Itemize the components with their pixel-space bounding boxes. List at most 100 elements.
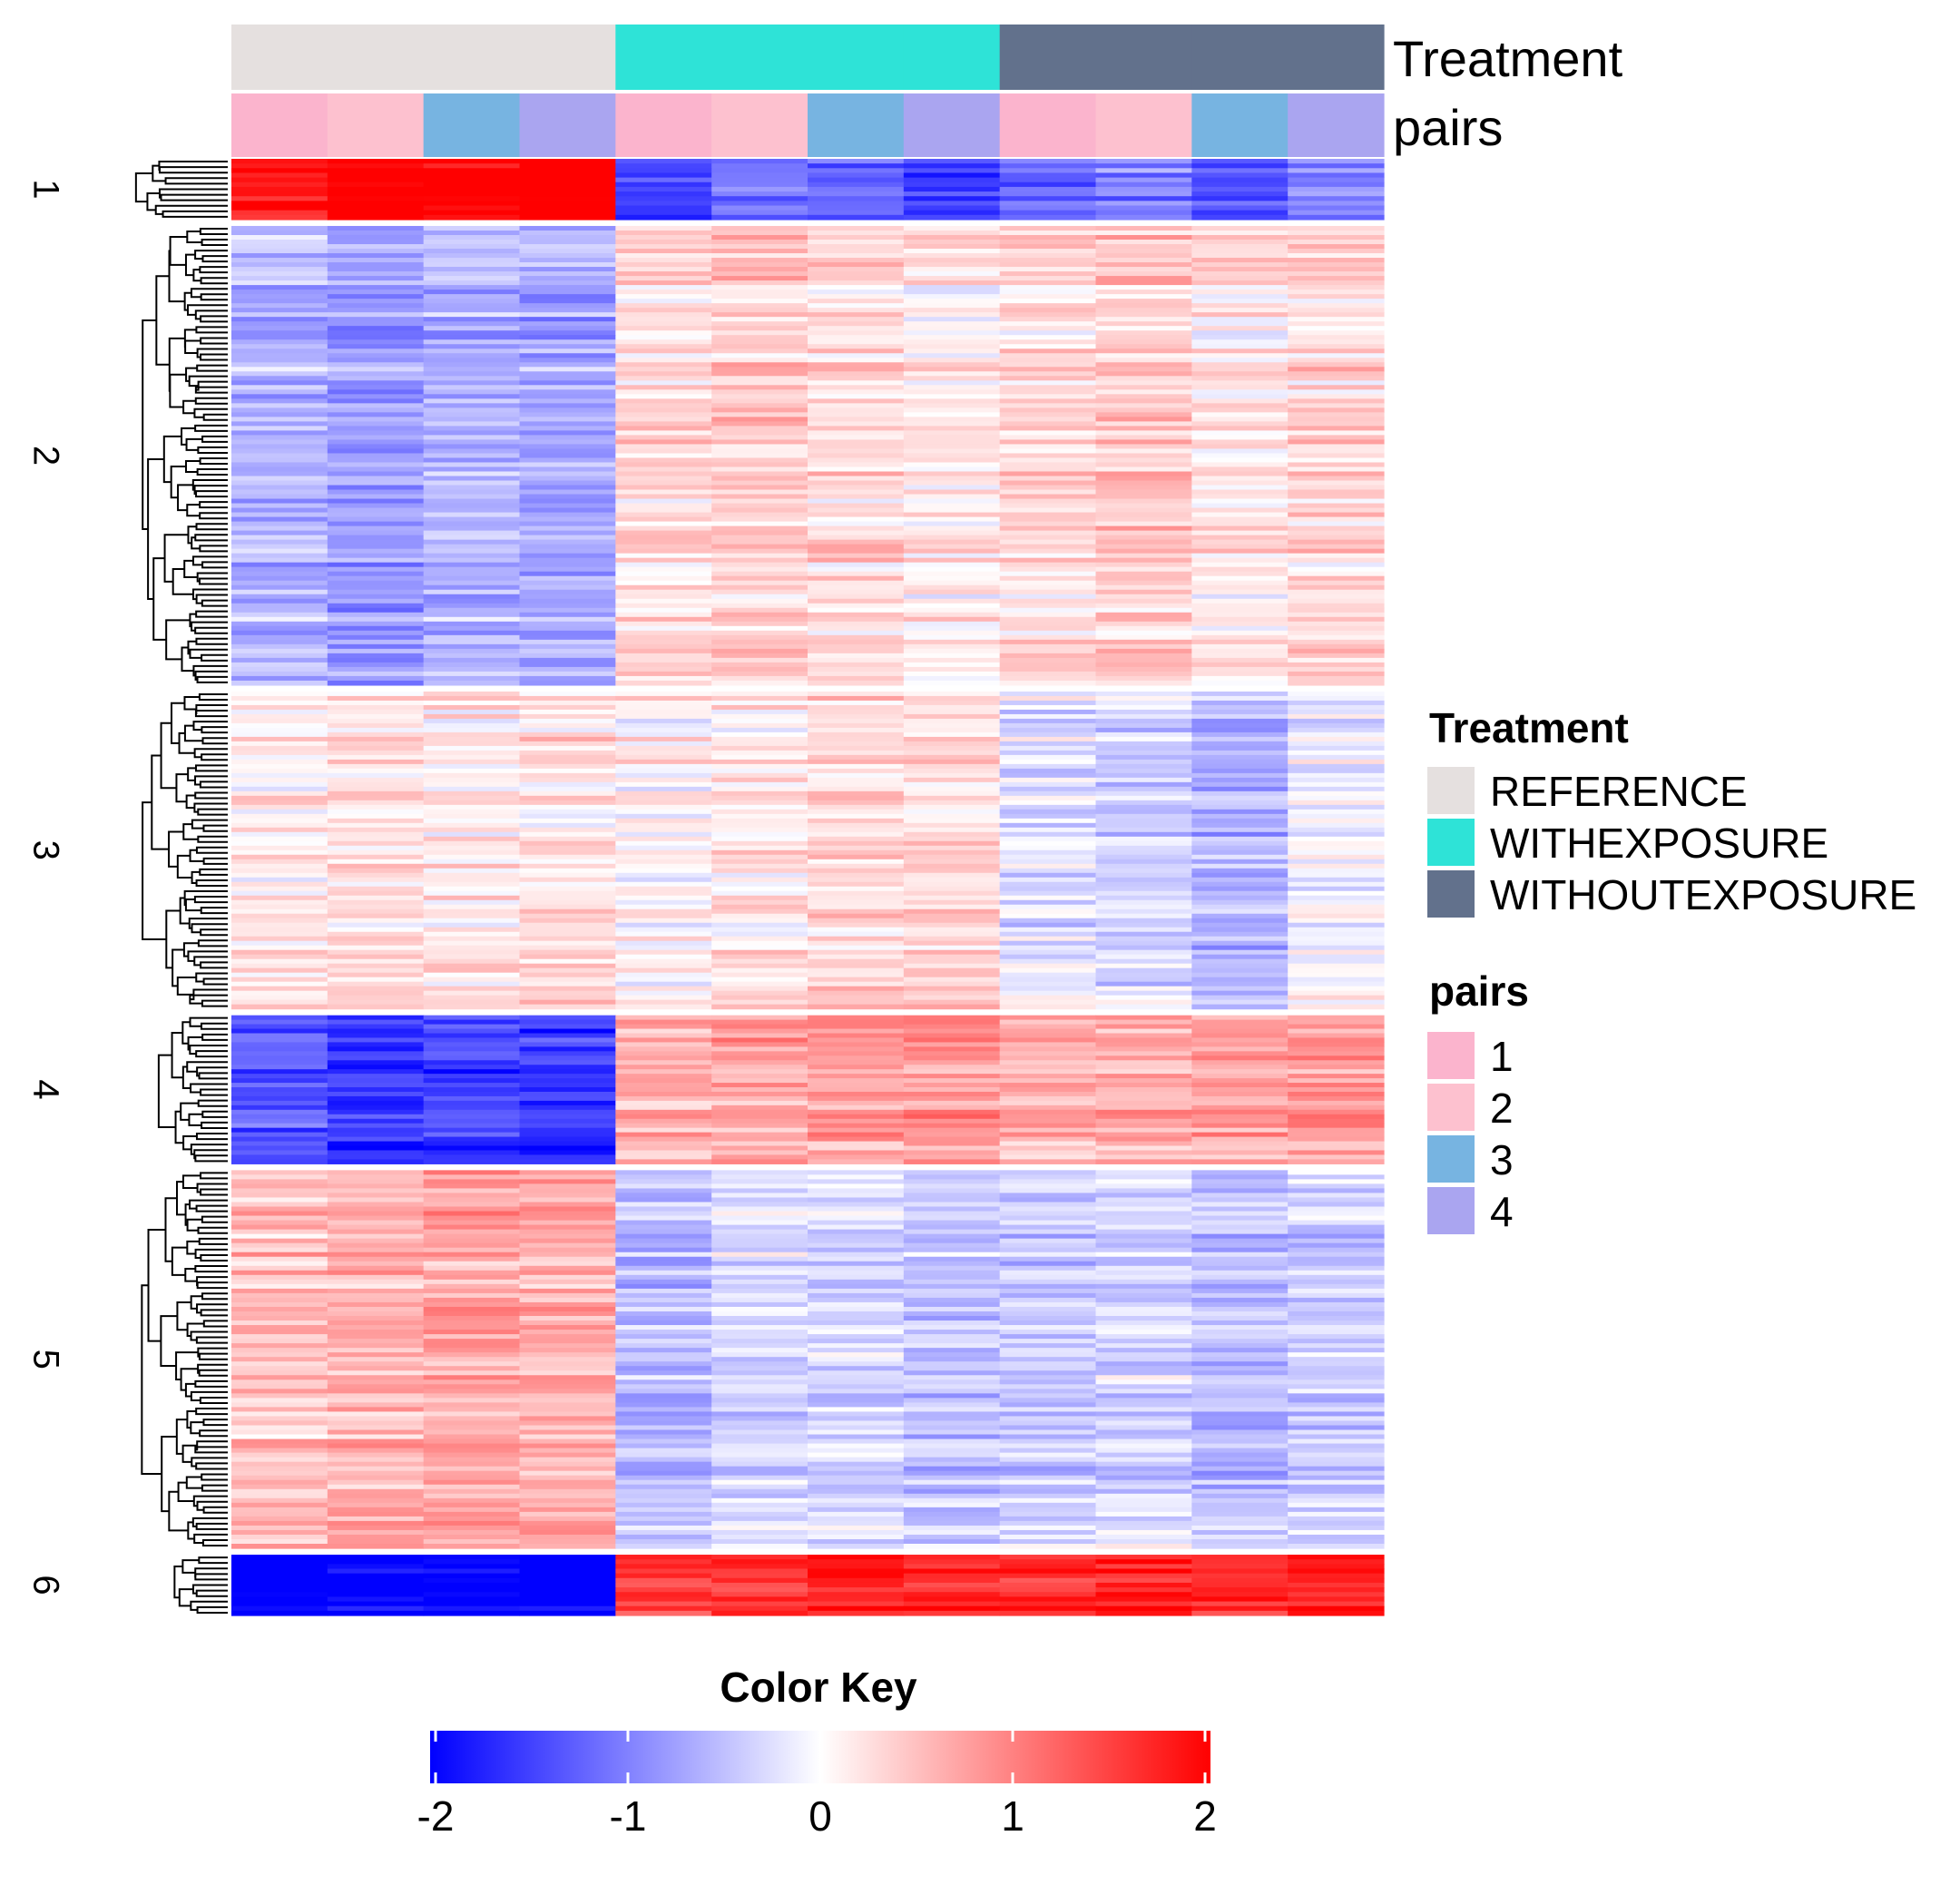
heatmap-cell [999, 630, 1097, 636]
heatmap-cell [327, 1109, 425, 1115]
heatmap-cell [999, 521, 1097, 527]
heatmap-cell [1288, 1601, 1385, 1607]
heatmap-cell [711, 1069, 808, 1075]
heatmap-cell [1095, 407, 1192, 413]
heatmap-cell [423, 1233, 521, 1240]
heatmap-cell [423, 671, 521, 677]
heatmap-cell [423, 1141, 521, 1147]
heatmap-cell [327, 521, 425, 527]
heatmap-cell [1191, 480, 1289, 486]
heatmap-cell [519, 1252, 616, 1258]
heatmap-cell [1288, 1170, 1385, 1175]
heatmap-cell [231, 967, 328, 974]
dendrogram-link [195, 523, 228, 531]
heatmap-cell [519, 763, 616, 770]
heatmap-cell [519, 557, 616, 564]
heatmap-cell [615, 1384, 712, 1389]
heatmap-cell [1095, 339, 1192, 345]
heatmap-cell [711, 1145, 808, 1152]
heatmap-cell [1288, 485, 1385, 491]
heatmap-cell [231, 877, 328, 883]
heatmap-cell [903, 1525, 1001, 1531]
heatmap-cell [423, 512, 521, 518]
heatmap-cell [1095, 516, 1192, 523]
heatmap-cell [519, 625, 616, 632]
heatmap-cell [1095, 1343, 1192, 1349]
heatmap-cell [519, 503, 616, 509]
heatmap-cell [711, 367, 808, 372]
heatmap-cell [423, 398, 521, 404]
dendrogram-link [188, 918, 228, 929]
heatmap-cell [808, 507, 905, 514]
heatmap-cell [711, 1297, 808, 1303]
heatmap-cell [615, 1311, 712, 1317]
heatmap-cell [1288, 1379, 1385, 1385]
heatmap-cell [999, 1292, 1097, 1299]
heatmap-cell [711, 1559, 808, 1565]
heatmap-cell [903, 271, 1001, 277]
heatmap-cell [999, 358, 1097, 363]
heatmap-cell [711, 1283, 808, 1290]
heatmap-cell [903, 548, 1001, 555]
heatmap-cell [711, 1420, 808, 1427]
heatmap-cell [1288, 480, 1385, 486]
heatmap-cell [999, 1179, 1097, 1185]
heatmap-cell [903, 913, 1001, 919]
heatmap-cell [1191, 448, 1289, 455]
heatmap-cell [1095, 1233, 1192, 1240]
heatmap-cell [1191, 1470, 1289, 1477]
heatmap-cell [808, 895, 905, 901]
heatmap-cell [519, 1568, 616, 1575]
annotation-cell [519, 25, 616, 90]
heatmap-cell [1191, 827, 1289, 833]
heatmap-cell [615, 548, 712, 555]
heatmap-cell [231, 182, 328, 188]
heatmap-cell [1191, 317, 1289, 322]
heatmap-cell [1095, 1320, 1192, 1326]
heatmap-cell [615, 553, 712, 559]
heatmap-cell [231, 1069, 328, 1075]
heatmap-cell [327, 999, 425, 1006]
heatmap-cell [711, 439, 808, 446]
heatmap-cell [519, 271, 616, 277]
heatmap-cell [711, 1343, 808, 1349]
heatmap-cell [1288, 1091, 1385, 1097]
heatmap-cell [1191, 349, 1289, 354]
heatmap-cell [1288, 1136, 1385, 1143]
heatmap-cell [808, 1429, 905, 1436]
heatmap-cell [808, 571, 905, 577]
heatmap-cell [615, 800, 712, 806]
heatmap-cell [1288, 1024, 1385, 1030]
heatmap-cell [1191, 249, 1289, 254]
heatmap-cell [999, 1325, 1097, 1330]
heatmap-cell [423, 485, 521, 491]
heatmap-cell [423, 544, 521, 550]
heatmap-cell [327, 722, 425, 729]
heatmap-cell [903, 958, 1001, 965]
heatmap-cell [423, 1274, 521, 1281]
heatmap-cell [615, 1091, 712, 1097]
dendrogram-link [190, 1600, 228, 1611]
heatmap-cell [808, 790, 905, 797]
heatmap-cell [615, 1004, 712, 1010]
heatmap-cell [1095, 566, 1192, 573]
heatmap-cell [903, 485, 1001, 491]
heatmap-cell [1191, 580, 1289, 586]
heatmap-cell [808, 1325, 905, 1330]
dendrogram-link [164, 1197, 178, 1262]
heatmap-cell [903, 594, 1001, 600]
heatmap-cell [999, 210, 1097, 216]
heatmap-cell [231, 439, 328, 446]
heatmap-cell [808, 1389, 905, 1394]
heatmap-cell [231, 1114, 328, 1120]
heatmap-cell [903, 790, 1001, 797]
heatmap-cell [231, 899, 328, 906]
heatmap-cell [519, 722, 616, 729]
heatmap-cell [519, 562, 616, 568]
heatmap-cell [808, 1384, 905, 1389]
heatmap-cell [999, 1279, 1097, 1285]
heatmap-cell [1288, 244, 1385, 250]
heatmap-cell [423, 643, 521, 650]
heatmap-cell [1095, 675, 1192, 682]
heatmap-cell [999, 448, 1097, 455]
